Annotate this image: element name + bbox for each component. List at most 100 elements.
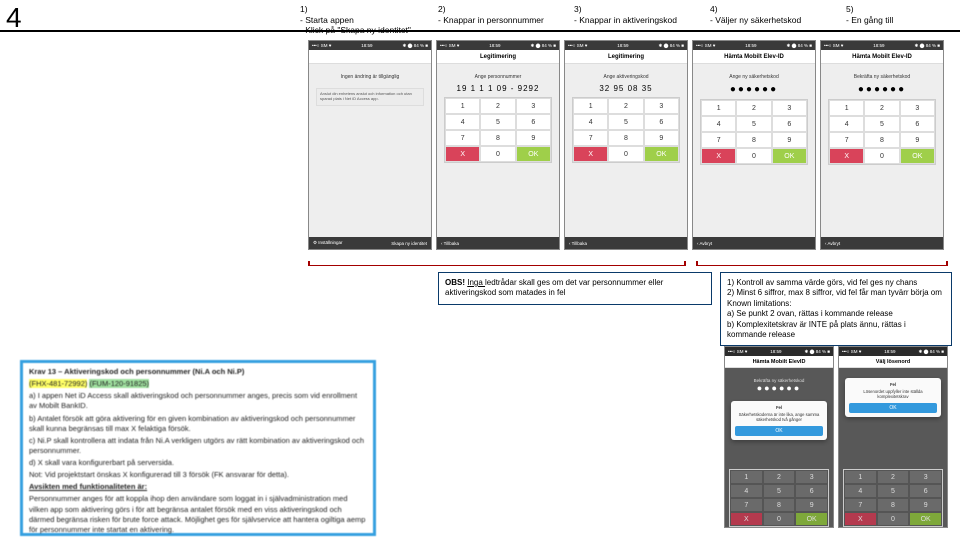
phone-mock: •••○ SM ♥18:59✱ ⬤ 84 % ■LegitimeringAnge… bbox=[436, 40, 560, 250]
mini-phone-row: •••○ SM ♥18:59✱ ⬤ 84 % ■Hämta Mobilt Ele… bbox=[724, 346, 952, 528]
key-ok[interactable]: OK bbox=[516, 146, 551, 162]
key-7[interactable]: 7 bbox=[573, 130, 608, 146]
key-3[interactable]: 3 bbox=[644, 98, 679, 114]
key-2[interactable]: 2 bbox=[763, 470, 796, 484]
key-0[interactable]: 0 bbox=[480, 146, 515, 162]
key-ok[interactable]: OK bbox=[772, 148, 807, 164]
key-3[interactable]: 3 bbox=[795, 470, 828, 484]
krav-hlg: (FUM-120-91825) bbox=[89, 379, 149, 388]
key-5[interactable]: 5 bbox=[480, 114, 515, 130]
key-1[interactable]: 1 bbox=[844, 470, 877, 484]
mini-phone: •••○ SM ♥18:59✱ ⬤ 84 % ■Välj lösenordFel… bbox=[838, 346, 948, 528]
key-5[interactable]: 5 bbox=[763, 484, 796, 498]
slide: 4 1)- Starta appen- Klick på "Skapa ny i… bbox=[0, 0, 960, 540]
key-8[interactable]: 8 bbox=[608, 130, 643, 146]
key-3[interactable]: 3 bbox=[772, 100, 807, 116]
key-3[interactable]: 3 bbox=[900, 100, 935, 116]
key-4[interactable]: 4 bbox=[701, 116, 736, 132]
error-dialog: FelSäkerhetskoderna är inte lika, ange s… bbox=[731, 401, 827, 440]
key-8[interactable]: 8 bbox=[480, 130, 515, 146]
key-0[interactable]: 0 bbox=[608, 146, 643, 162]
key-3[interactable]: 3 bbox=[516, 98, 551, 114]
key-9[interactable]: 9 bbox=[909, 498, 942, 512]
key-6[interactable]: 6 bbox=[795, 484, 828, 498]
note-limitations: 1) Kontroll av samma värde görs, vid fel… bbox=[720, 272, 952, 346]
key-6[interactable]: 6 bbox=[644, 114, 679, 130]
key-4[interactable]: 4 bbox=[829, 116, 864, 132]
key-1[interactable]: 1 bbox=[730, 470, 763, 484]
key-7[interactable]: 7 bbox=[844, 498, 877, 512]
key-2[interactable]: 2 bbox=[608, 98, 643, 114]
footer-left[interactable]: ‹ Avbryt bbox=[825, 241, 840, 246]
phone-mock: •••○ SM ♥18:59✱ ⬤ 84 % ■Hämta Mobilt Ele… bbox=[692, 40, 816, 250]
key-9[interactable]: 9 bbox=[772, 132, 807, 148]
key-5[interactable]: 5 bbox=[608, 114, 643, 130]
footer-left[interactable]: ‹ Avbryt bbox=[697, 241, 712, 246]
key-6[interactable]: 6 bbox=[900, 116, 935, 132]
key-8[interactable]: 8 bbox=[864, 132, 899, 148]
key-0[interactable]: 0 bbox=[736, 148, 771, 164]
key-1[interactable]: 1 bbox=[829, 100, 864, 116]
key-4[interactable]: 4 bbox=[573, 114, 608, 130]
key-7[interactable]: 7 bbox=[730, 498, 763, 512]
key-4[interactable]: 4 bbox=[844, 484, 877, 498]
keypad: 123 456 789 X0OK bbox=[572, 97, 680, 163]
key-2[interactable]: 2 bbox=[736, 100, 771, 116]
key-8[interactable]: 8 bbox=[877, 498, 910, 512]
key-9[interactable]: 9 bbox=[644, 130, 679, 146]
ok-button[interactable]: OK bbox=[849, 403, 937, 413]
key-6[interactable]: 6 bbox=[909, 484, 942, 498]
key-ok[interactable]: OK bbox=[644, 146, 679, 162]
key-x[interactable]: X bbox=[844, 512, 877, 526]
footer-left[interactable]: ‹ Tillbaka bbox=[441, 241, 459, 246]
key-2[interactable]: 2 bbox=[480, 98, 515, 114]
ok-button[interactable]: OK bbox=[735, 426, 823, 436]
key-0[interactable]: 0 bbox=[763, 512, 796, 526]
key-5[interactable]: 5 bbox=[864, 116, 899, 132]
key-x[interactable]: X bbox=[701, 148, 736, 164]
step: 4)- Väljer ny säkerhetskod bbox=[710, 4, 846, 36]
step: 2)- Knappar in personnummer bbox=[438, 4, 574, 36]
key-2[interactable]: 2 bbox=[864, 100, 899, 116]
key-4[interactable]: 4 bbox=[730, 484, 763, 498]
key-9[interactable]: 9 bbox=[900, 132, 935, 148]
key-7[interactable]: 7 bbox=[445, 130, 480, 146]
key-9[interactable]: 9 bbox=[795, 498, 828, 512]
key-x[interactable]: X bbox=[445, 146, 480, 162]
key-6[interactable]: 6 bbox=[772, 116, 807, 132]
phone-mock: •••○ SM ♥18:59✱ ⬤ 84 % ■LegitimeringAnge… bbox=[564, 40, 688, 250]
key-7[interactable]: 7 bbox=[701, 132, 736, 148]
key-ok[interactable]: OK bbox=[909, 512, 942, 526]
key-5[interactable]: 5 bbox=[877, 484, 910, 498]
key-0[interactable]: 0 bbox=[864, 148, 899, 164]
key-x[interactable]: X bbox=[829, 148, 864, 164]
key-x[interactable]: X bbox=[730, 512, 763, 526]
underline-2 bbox=[696, 265, 948, 267]
key-6[interactable]: 6 bbox=[516, 114, 551, 130]
key-8[interactable]: 8 bbox=[736, 132, 771, 148]
key-1[interactable]: 1 bbox=[701, 100, 736, 116]
underline-1 bbox=[308, 265, 686, 267]
phone-mock: •••○ SM ♥18:59✱ ⬤ 84 % ■Hämta Mobilt Ele… bbox=[820, 40, 944, 250]
key-9[interactable]: 9 bbox=[516, 130, 551, 146]
key-3[interactable]: 3 bbox=[909, 470, 942, 484]
footer-left[interactable]: ⚙ Inställningar bbox=[313, 240, 343, 246]
key-ok[interactable]: OK bbox=[900, 148, 935, 164]
key-x[interactable]: X bbox=[573, 146, 608, 162]
key-1[interactable]: 1 bbox=[573, 98, 608, 114]
footer-right[interactable]: Skapa ny identitet bbox=[391, 241, 427, 246]
app-header: Hämta Mobilt Elev-ID bbox=[821, 50, 943, 64]
key-ok[interactable]: OK bbox=[795, 512, 828, 526]
footer-left[interactable]: ‹ Tillbaka bbox=[569, 241, 587, 246]
key-4[interactable]: 4 bbox=[445, 114, 480, 130]
key-7[interactable]: 7 bbox=[829, 132, 864, 148]
key-8[interactable]: 8 bbox=[763, 498, 796, 512]
step: 3)- Knappar in aktiveringskod bbox=[574, 4, 710, 36]
key-1[interactable]: 1 bbox=[445, 98, 480, 114]
krav-title: Krav 13 – Aktiveringskod och personnumme… bbox=[29, 367, 244, 376]
key-0[interactable]: 0 bbox=[877, 512, 910, 526]
key-2[interactable]: 2 bbox=[877, 470, 910, 484]
keypad: 123 456 789 X0OK bbox=[444, 97, 552, 163]
key-5[interactable]: 5 bbox=[736, 116, 771, 132]
keypad: 123 456 789 X0OK bbox=[700, 99, 808, 165]
